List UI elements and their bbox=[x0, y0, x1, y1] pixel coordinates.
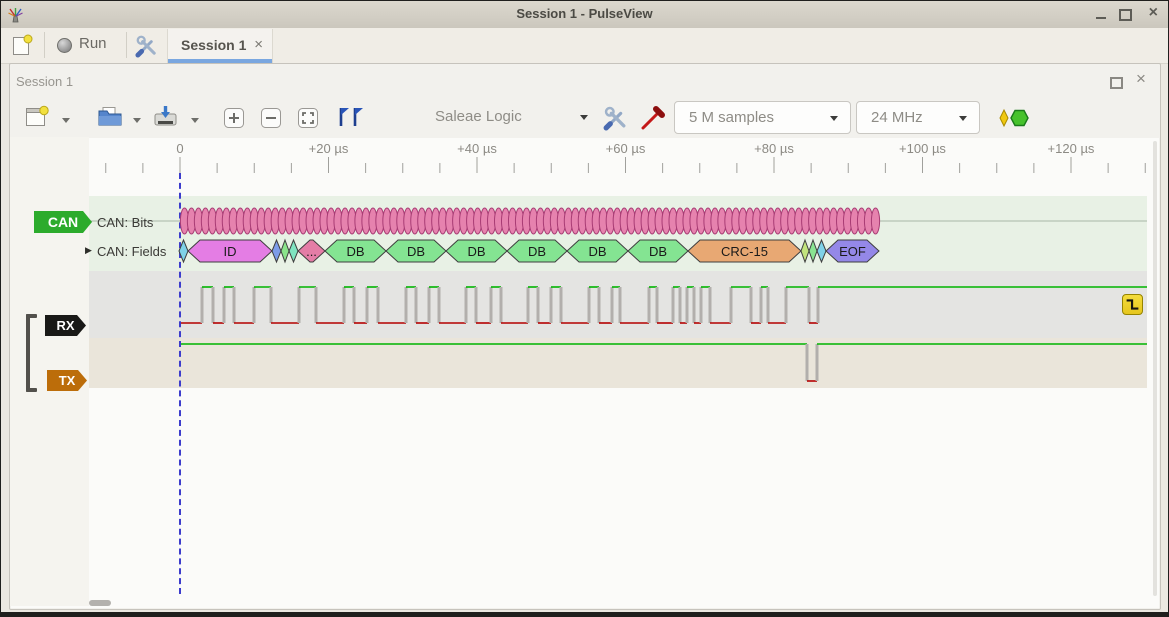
new-session-icon bbox=[13, 34, 33, 55]
falling-edge-icon bbox=[1126, 299, 1139, 310]
can-decoder-band bbox=[89, 196, 1147, 271]
close-button[interactable]: × bbox=[1148, 4, 1158, 21]
save-dropdown-caret[interactable] bbox=[191, 118, 199, 123]
trace-group-bracket-bottom bbox=[26, 388, 37, 392]
new-view-button[interactable] bbox=[24, 104, 54, 132]
open-folder-icon bbox=[98, 107, 122, 126]
sample-rate-select[interactable]: 24 MHz bbox=[856, 101, 980, 134]
horizontal-scrollbar-thumb[interactable] bbox=[89, 600, 111, 606]
device-select[interactable]: Saleae Logic bbox=[435, 108, 522, 125]
sample-rate-value: 24 MHz bbox=[871, 109, 923, 126]
sample-count-select[interactable]: 5 M samples bbox=[674, 101, 851, 134]
pulseview-logo-icon bbox=[8, 8, 23, 23]
settings-button[interactable] bbox=[134, 33, 159, 63]
zoom-fit-button[interactable] bbox=[294, 104, 324, 132]
zoom-in-button[interactable] bbox=[220, 104, 250, 132]
main-toolbar: Run Session 1 × bbox=[1, 28, 1168, 64]
can-fields-row-label[interactable]: CAN: Fields bbox=[97, 244, 167, 259]
sample-count-value: 5 M samples bbox=[689, 109, 775, 126]
wrench-screwdriver-icon bbox=[603, 106, 626, 131]
zoom-to-flags-button[interactable] bbox=[334, 104, 370, 132]
minimize-button[interactable] bbox=[1096, 17, 1106, 19]
new-view-dropdown-caret[interactable] bbox=[62, 118, 70, 123]
probe-icon bbox=[641, 106, 665, 130]
toolbar-separator bbox=[126, 32, 127, 58]
tab-label: Session 1 bbox=[181, 37, 247, 53]
zoom-out-button[interactable] bbox=[257, 104, 287, 132]
sample-count-caret bbox=[830, 116, 838, 121]
run-state-icon bbox=[57, 38, 72, 53]
vertical-scrollbar[interactable] bbox=[1153, 141, 1157, 596]
rx-signal-band bbox=[89, 271, 1147, 338]
open-file-button[interactable] bbox=[96, 104, 126, 132]
tab-session-1[interactable]: Session 1 × bbox=[167, 29, 273, 63]
can-fields-expand-icon[interactable]: ▶ bbox=[85, 245, 92, 255]
tx-signal-band bbox=[89, 338, 1147, 388]
zoom-in-icon bbox=[224, 108, 244, 128]
sample-rate-caret bbox=[959, 116, 967, 121]
subwindow-close-button[interactable]: × bbox=[1136, 69, 1146, 88]
wrench-screwdriver-icon bbox=[135, 35, 156, 58]
tab-close-icon[interactable]: × bbox=[254, 36, 263, 53]
new-view-icon bbox=[26, 105, 49, 126]
can-bits-row-label[interactable]: CAN: Bits bbox=[97, 215, 154, 230]
flags-icon bbox=[339, 108, 363, 126]
toolbar-separator bbox=[44, 32, 45, 58]
trigger-marker-falling-edge[interactable] bbox=[1122, 294, 1143, 315]
new-session-button[interactable] bbox=[11, 33, 33, 62]
add-decoder-button[interactable] bbox=[998, 107, 1030, 134]
window-title: Session 1 - PulseView bbox=[516, 6, 653, 21]
open-dropdown-caret[interactable] bbox=[133, 118, 141, 123]
zoom-fit-icon bbox=[298, 108, 318, 128]
run-button[interactable]: Run bbox=[49, 28, 125, 61]
zoom-out-icon bbox=[261, 108, 281, 128]
save-button[interactable] bbox=[152, 104, 182, 132]
tx-channel-tag[interactable]: TX bbox=[47, 370, 87, 391]
channels-button[interactable] bbox=[639, 104, 665, 132]
configure-device-button[interactable] bbox=[602, 104, 632, 132]
window-titlebar: Session 1 - PulseView × bbox=[1, 1, 1168, 29]
subwindow-maximize-button[interactable] bbox=[1110, 77, 1123, 89]
save-icon bbox=[154, 106, 177, 126]
trace-group-bracket[interactable] bbox=[26, 314, 30, 392]
tab-active-indicator bbox=[168, 59, 272, 63]
trigger-time-line bbox=[179, 173, 181, 594]
run-button-label: Run bbox=[79, 35, 107, 52]
device-dropdown-caret[interactable] bbox=[580, 115, 588, 120]
decoder-icon bbox=[999, 108, 1029, 128]
trace-group-bracket-top bbox=[26, 314, 37, 318]
rx-channel-tag[interactable]: RX bbox=[45, 315, 86, 336]
can-channel-tag[interactable]: CAN bbox=[34, 211, 92, 233]
subwindow-title: Session 1 bbox=[16, 74, 74, 89]
maximize-button[interactable] bbox=[1119, 9, 1132, 21]
